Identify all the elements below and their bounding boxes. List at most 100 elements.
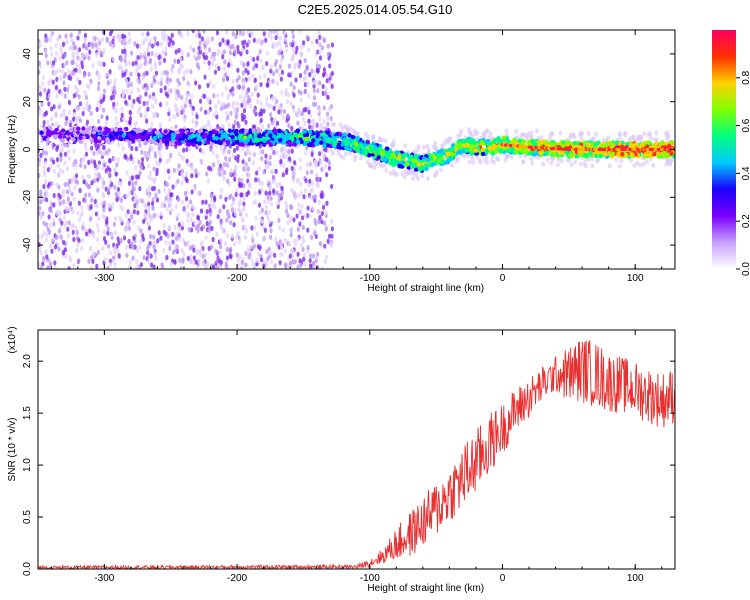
noise-dot [184,176,188,182]
noise-dot [81,111,85,117]
noise-dot [128,119,132,125]
noise-dot [158,102,163,108]
ridge-dot [209,141,214,147]
noise-dot [205,220,209,226]
noise-dot [200,239,204,246]
ridge-dot [427,163,432,168]
noise-dot [65,87,70,93]
noise-dot [149,217,153,223]
noise-dot [235,252,239,258]
ridge-dot [143,141,148,146]
noise-dot [646,132,651,138]
noise-dot [96,100,100,106]
noise-dot [323,164,328,170]
noise-dot [235,145,239,151]
noise-dot [147,174,151,180]
noise-dot [250,91,255,97]
noise-dot [42,220,46,226]
noise-dot [197,84,202,90]
noise-dot [277,40,282,46]
noise-dot [271,42,276,48]
noise-dot [258,111,262,117]
noise-dot [153,240,157,246]
noise-dot [308,253,312,259]
noise-dot [283,37,287,43]
noise-dot [315,67,319,74]
noise-dot [315,265,319,269]
noise-dot [189,93,194,100]
noise-dot [193,220,197,226]
noise-dot [204,234,208,241]
noise-dot [186,240,191,246]
noise-dot [167,174,172,181]
noise-dot [299,90,303,96]
noise-dot [160,76,164,83]
noise-dot [259,117,263,123]
noise-dot [222,204,226,210]
noise-dot [126,209,130,215]
noise-dot [66,181,70,187]
noise-dot [66,226,70,232]
noise-dot [68,122,72,128]
noise-dot [154,192,158,199]
noise-dot [296,251,300,257]
noise-dot [157,54,161,61]
noise-dot [127,60,131,66]
noise-dot [296,226,300,233]
noise-dot [317,199,321,205]
noise-dot [327,106,331,112]
noise-dot [71,209,75,215]
noise-dot [218,250,222,256]
noise-dot [601,138,606,144]
noise-dot [295,178,299,184]
noise-dot [287,156,292,162]
noise-dot [224,85,228,91]
noise-dot [322,153,326,159]
noise-dot [330,226,334,232]
noise-dot [221,37,225,43]
noise-dot [233,120,237,126]
noise-dot [318,55,323,61]
noise-dot [106,230,110,236]
ridge-dot [586,142,591,148]
noise-dot [150,122,154,128]
ridge-dot [85,127,91,133]
noise-dot [325,78,329,84]
noise-dot [73,184,77,191]
noise-dot [225,217,229,223]
noise-dot [107,172,111,178]
ridge-dot [397,163,402,169]
noise-dot [174,49,178,55]
noise-dot [173,224,177,230]
noise-dot [59,49,64,56]
noise-dot [56,37,60,43]
noise-dot [326,238,330,244]
noise-dot [180,64,184,70]
ridge-dot [97,126,103,131]
noise-dot [261,170,266,176]
ridge-dot [234,139,240,144]
noise-dot [292,189,296,196]
noise-dot [71,51,76,57]
noise-dot [141,75,145,82]
noise-dot [318,34,322,41]
ridge-dot [593,142,598,147]
noise-dot [237,262,241,268]
noise-dot [239,51,243,57]
noise-dot [278,181,282,187]
noise-dot [129,71,133,77]
noise-dot [69,32,73,38]
noise-dot [75,61,79,68]
noise-dot [641,161,646,167]
noise-dot [265,157,269,164]
noise-dot [257,166,261,172]
noise-dot [651,162,656,168]
noise-dot [312,87,317,94]
noise-dot [277,109,281,115]
noise-dot [278,72,282,78]
noise-dot [147,213,152,219]
noise-dot [186,218,190,224]
noise-dot [203,44,207,50]
noise-dot [76,115,80,121]
noise-dot [324,226,328,232]
